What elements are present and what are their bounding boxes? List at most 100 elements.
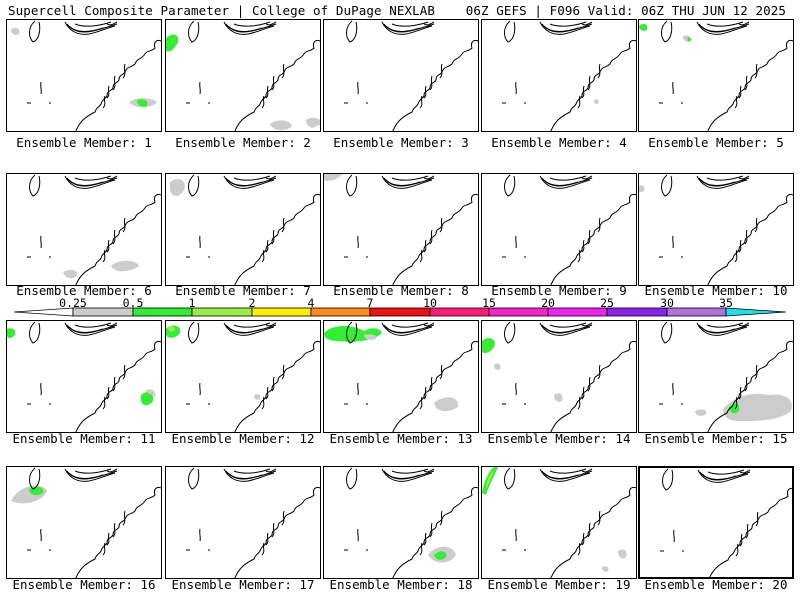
ensemble-panel[interactable]	[638, 19, 794, 132]
map-view	[659, 321, 793, 432]
ensemble-member-label: Ensemble Member: 20	[644, 577, 788, 592]
coastline	[502, 321, 636, 432]
parameter-contour	[270, 120, 292, 131]
colorbar-tick-label: 1	[188, 296, 196, 310]
map-view	[166, 321, 320, 432]
ensemble-member-label: Ensemble Member: 5	[648, 135, 784, 150]
ensemble-panel[interactable]	[6, 19, 162, 132]
colorbar-tick-label: 35	[719, 296, 733, 310]
map-view	[170, 174, 320, 285]
ensemble-panel[interactable]	[165, 320, 321, 433]
ensemble-panel[interactable]	[323, 320, 479, 433]
parameter-contour	[639, 185, 645, 192]
coastline	[502, 20, 636, 131]
coastline	[27, 174, 161, 285]
ensemble-panel[interactable]	[323, 19, 479, 132]
coastline	[502, 467, 636, 578]
parameter-contour	[141, 392, 154, 406]
ensemble-member-label: Ensemble Member: 10	[644, 283, 788, 298]
color-scale-bar	[13, 307, 787, 317]
ensemble-member-label: Ensemble Member: 17	[171, 577, 315, 592]
coastline	[186, 467, 320, 578]
ensemble-member-label: Ensemble Member: 7	[175, 283, 311, 298]
ensemble-panel[interactable]	[481, 466, 637, 579]
ensemble-panel[interactable]	[6, 466, 162, 579]
map-view	[324, 174, 478, 285]
ensemble-panel[interactable]	[481, 320, 637, 433]
map-view	[344, 20, 478, 131]
parameter-contour	[594, 99, 599, 104]
ensemble-panel[interactable]	[6, 320, 162, 433]
coastline	[27, 467, 161, 578]
parameter-contour	[486, 469, 494, 489]
ensemble-member-label: Ensemble Member: 14	[487, 431, 631, 446]
parameter-contour	[170, 179, 185, 196]
ensemble-panel[interactable]	[323, 466, 479, 579]
parameter-contour	[254, 394, 261, 400]
map-view	[186, 467, 320, 578]
ensemble-panel[interactable]	[165, 466, 321, 579]
ensemble-member-label: Ensemble Member: 15	[644, 431, 788, 446]
coastline	[186, 20, 320, 131]
coastline	[186, 321, 320, 432]
colorbar-tick-label: 25	[600, 296, 614, 310]
coastline	[344, 321, 478, 432]
colorbar-segment	[429, 307, 490, 317]
ensemble-panel[interactable]	[6, 173, 162, 286]
coastline	[27, 321, 161, 432]
parameter-contour	[11, 27, 20, 35]
map-view	[482, 467, 636, 578]
coastline	[344, 467, 478, 578]
parameter-contour	[306, 117, 320, 128]
map-view	[502, 20, 636, 131]
parameter-contour	[168, 326, 175, 332]
colorbar-tick-label: 30	[660, 296, 674, 310]
ensemble-member-label: Ensemble Member: 18	[329, 577, 473, 592]
parameter-contour	[482, 338, 495, 354]
map-view	[344, 467, 478, 578]
map-view	[482, 321, 636, 432]
colorbar-segment	[666, 307, 727, 317]
colorbar-segment	[547, 307, 608, 317]
colorbar-tick-label: 20	[541, 296, 555, 310]
ensemble-panel[interactable]	[165, 19, 321, 132]
map-view	[502, 174, 636, 285]
ensemble-member-label: Ensemble Member: 2	[175, 135, 311, 150]
ensemble-panel[interactable]	[165, 173, 321, 286]
parameter-contour	[695, 409, 707, 416]
ensemble-member-label: Ensemble Member: 11	[12, 431, 156, 446]
ensemble-panel[interactable]	[638, 320, 794, 433]
ensemble-member-label: Ensemble Member: 16	[12, 577, 156, 592]
ensemble-panel[interactable]	[481, 19, 637, 132]
ensemble-member-label: Ensemble Member: 13	[329, 431, 473, 446]
model-run-info: 06Z GEFS | F096 Valid: 06Z THU JUN 12 20…	[465, 3, 786, 18]
ensemble-member-label: Ensemble Member: 19	[487, 577, 631, 592]
ensemble-panel[interactable]	[638, 173, 794, 286]
ensemble-member-label: Ensemble Member: 9	[491, 283, 627, 298]
colorbar-tick-label: 2	[248, 296, 256, 310]
ensemble-panel[interactable]	[638, 466, 794, 579]
parameter-contour	[602, 566, 609, 572]
coastline	[659, 174, 793, 285]
ensemble-member-label: Ensemble Member: 8	[333, 283, 469, 298]
ensemble-panel[interactable]	[323, 173, 479, 286]
ensemble-member-label: Ensemble Member: 3	[333, 135, 469, 150]
parameter-contour	[111, 260, 139, 272]
colorbar-tick-label: 10	[423, 296, 437, 310]
parameter-contour	[137, 99, 148, 107]
coastline	[344, 20, 478, 131]
map-view	[639, 20, 793, 131]
ensemble-member-label: Ensemble Member: 12	[171, 431, 315, 446]
colorbar-segment	[488, 307, 549, 317]
parameter-contour	[723, 393, 792, 421]
ensemble-panel[interactable]	[481, 173, 637, 286]
colorbar-segment	[310, 307, 371, 317]
parameter-contour	[554, 393, 563, 402]
parameter-contour	[166, 34, 179, 52]
map-view	[11, 467, 161, 578]
colorbar-tick-label: 15	[482, 296, 496, 310]
ensemble-member-label: Ensemble Member: 4	[491, 135, 627, 150]
map-view	[639, 174, 793, 285]
parameter-contour	[687, 37, 692, 42]
map-view	[11, 20, 161, 131]
